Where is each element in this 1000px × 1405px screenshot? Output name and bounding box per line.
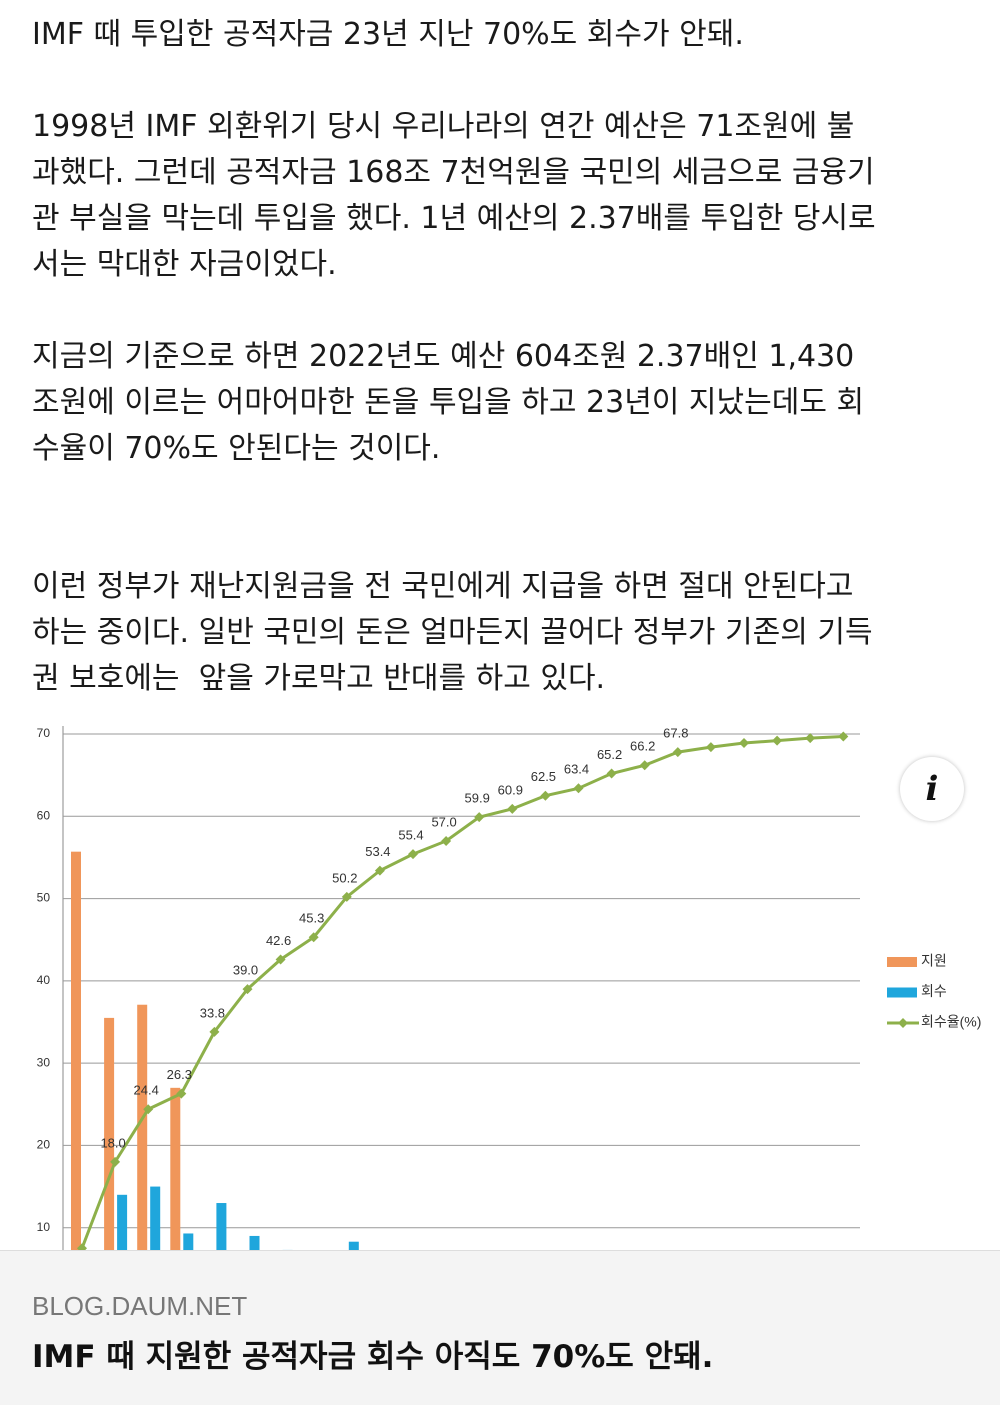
data-label: 67.8: [663, 726, 688, 741]
link-site: BLOG.DAUM.NET: [32, 1291, 247, 1322]
marker: [772, 736, 782, 746]
data-label: 50.2: [332, 870, 357, 885]
bar: [183, 1233, 193, 1250]
marker: [706, 742, 716, 752]
bar: [71, 852, 81, 1250]
data-label: 53.4: [365, 844, 390, 859]
marker: [507, 804, 517, 814]
data-label: 45.3: [299, 911, 324, 926]
legend-label: 회수: [921, 983, 947, 999]
legend-swatch: [887, 957, 917, 967]
marker: [607, 768, 617, 778]
bar: [104, 1018, 114, 1250]
text-line: 수율이 70%도 안된다는 것이다.: [32, 426, 982, 472]
data-label: 62.5: [531, 769, 556, 784]
bar: [170, 1088, 180, 1250]
y-tick-label: 20: [37, 1138, 51, 1152]
chart: 10 20 30 40 50 60 70 18.0 24.4 26.3 33.8 39.0 42.6 45…: [0, 726, 1000, 1250]
data-label: 59.9: [465, 791, 490, 806]
marker: [408, 849, 418, 859]
text-line: 권 보호에는 앞을 가로막고 반대를 하고 있다.: [32, 656, 982, 702]
post-text: IMF 때 투입한 공적자금 23년 지난 70%도 회수가 안돼. 1998년 …: [32, 12, 982, 748]
marker: [739, 738, 749, 748]
data-label: 60.9: [498, 782, 523, 797]
y-tick-label: 10: [37, 1220, 51, 1234]
y-tick-label: 70: [37, 726, 51, 740]
data-label: 33.8: [200, 1005, 225, 1020]
y-tick-label: 30: [37, 1055, 51, 1069]
paragraph: 지금의 기준으로 하면 2022년도 예산 604조원 2.37배인 1,430…: [32, 334, 982, 472]
marker: [838, 731, 848, 741]
plot: 10 20 30 40 50 60 70 18.0 24.4 26.3 33.8 39.0 42.6 45…: [37, 726, 860, 1250]
legend-swatch: [887, 988, 917, 998]
text-line: 1998년 IMF 외환위기 당시 우리나라의 연간 예산은 71조원에 불: [32, 104, 982, 150]
marker: [673, 747, 683, 757]
data-label: 39.0: [233, 963, 258, 978]
bar: [117, 1195, 127, 1250]
data-label: 42.6: [266, 933, 291, 948]
link-title: IMF 때 지원한 공적자금 회수 아직도 70%도 안돼.: [32, 1331, 713, 1376]
data-label: 26.3: [167, 1067, 192, 1082]
bar: [349, 1242, 359, 1250]
marker: [640, 760, 650, 770]
text-line: 관 부실을 막는데 투입을 했다. 1년 예산의 2.37배를 투입한 당시로: [32, 196, 982, 242]
marker: [805, 733, 815, 743]
info-button[interactable]: i: [900, 757, 964, 821]
text-line: 조원에 이르는 어마어마한 돈을 투입을 하고 23년이 지났는데도 회: [32, 380, 982, 426]
data-label: 66.2: [630, 739, 655, 754]
bar: [216, 1203, 226, 1250]
bar: [150, 1187, 160, 1250]
line: [82, 736, 843, 1248]
data-label: 63.4: [564, 762, 589, 777]
text-line: 이런 정부가 재난지원금을 전 국민에게 지급을 하면 절대 안된다고: [32, 564, 982, 610]
legend-label: 회수율(%): [921, 1014, 981, 1030]
data-label: 57.0: [431, 814, 456, 829]
marker: [540, 791, 550, 801]
marker: [574, 783, 584, 793]
text-line: 하는 중이다. 일반 국민의 돈은 얼마든지 끌어다 정부가 기존의 기득: [32, 610, 982, 656]
bar: [137, 1005, 147, 1250]
data-label: 55.4: [398, 828, 423, 843]
text-line: IMF 때 투입한 공적자금 23년 지난 70%도 회수가 안돼.: [32, 12, 982, 58]
text-line: 과했다. 그런데 공적자금 168조 7천억원을 국민의 세금으로 금융기: [32, 150, 982, 196]
y-tick-label: 60: [37, 808, 51, 822]
y-tick-label: 40: [37, 973, 51, 987]
link-preview[interactable]: BLOG.DAUM.NET IMF 때 지원한 공적자금 회수 아직도 70%도…: [0, 1250, 1000, 1405]
legend-marker: [898, 1018, 908, 1028]
paragraph: IMF 때 투입한 공적자금 23년 지난 70%도 회수가 안돼.: [32, 12, 982, 58]
data-label: 65.2: [597, 747, 622, 762]
y-tick-label: 50: [37, 891, 51, 905]
data-label: 18.0: [100, 1135, 125, 1150]
text-line: 서는 막대한 자금이었다.: [32, 242, 982, 288]
text-line: 지금의 기준으로 하면 2022년도 예산 604조원 2.37배인 1,430: [32, 334, 982, 380]
data-label: 24.4: [134, 1083, 159, 1098]
legend-label: 지원: [921, 953, 947, 969]
bar: [250, 1236, 260, 1250]
